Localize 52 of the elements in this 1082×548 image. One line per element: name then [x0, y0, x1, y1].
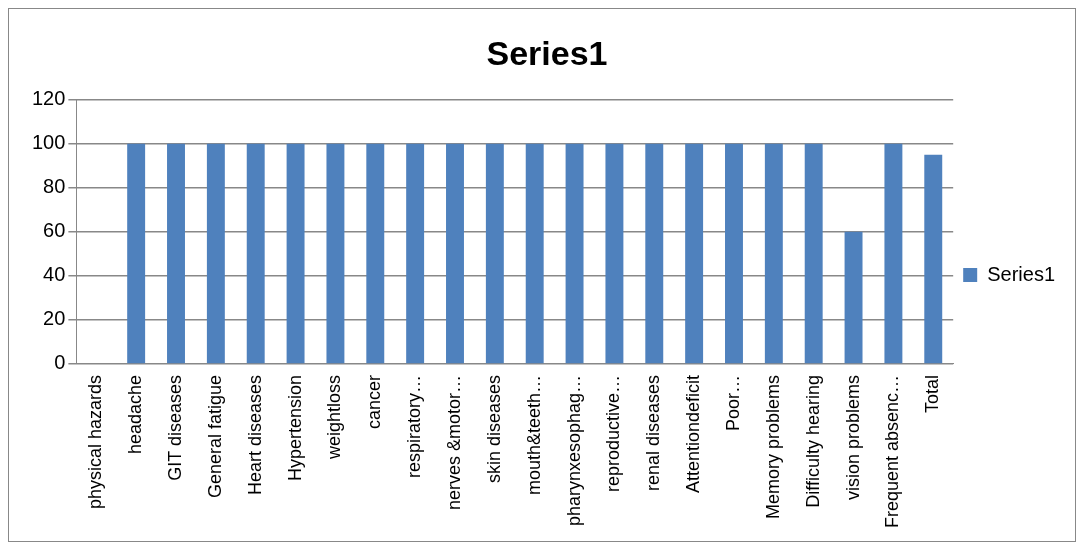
x-tick-label: vision problems	[842, 374, 863, 500]
bar	[605, 143, 624, 364]
x-tick-label: cancer	[364, 374, 385, 429]
bar	[286, 143, 305, 364]
y-tick-label: 0	[54, 351, 66, 374]
x-tick-label: nerves &motor…	[443, 374, 464, 510]
x-tick-label: reproductive…	[603, 374, 624, 492]
x-tick-label: Difficulty hearing	[802, 374, 823, 508]
bar	[485, 143, 504, 364]
y-tick-label: 60	[43, 219, 66, 242]
bar	[246, 143, 265, 364]
bar	[725, 143, 743, 364]
bar	[844, 231, 863, 364]
x-tick-label: weightloss	[324, 374, 345, 460]
bar	[366, 143, 385, 364]
bar	[884, 143, 903, 364]
x-tick-label: Total	[922, 374, 943, 413]
bar	[685, 143, 704, 364]
x-tick-label: General fatigue	[204, 374, 225, 499]
x-tick-label: Heart diseases	[244, 374, 265, 495]
bar	[565, 143, 584, 364]
x-tick-label: Frequent absenc…	[882, 374, 903, 529]
x-tick-label: skin diseases	[483, 374, 504, 483]
x-tick-label: GIT diseases	[164, 374, 185, 481]
legend-label: Series1	[987, 262, 1055, 285]
y-tick-label: 20	[43, 307, 66, 330]
x-tick-label: physical hazards	[85, 374, 106, 509]
bar	[127, 143, 146, 364]
x-tick-label: Hypertension	[284, 374, 305, 481]
bar	[804, 143, 823, 364]
bar	[206, 143, 225, 364]
y-tick-label: 100	[31, 131, 66, 154]
bar	[167, 143, 185, 364]
x-tick-label: pharynxesophag…	[563, 374, 584, 527]
x-tick-label: respiratory…	[404, 374, 425, 478]
bar	[645, 143, 664, 364]
bar	[764, 143, 783, 364]
y-tick-label: 120	[31, 87, 66, 110]
x-tick-label: headache	[125, 374, 146, 454]
chart-title: Series1	[486, 33, 608, 72]
x-tick-label: mouth&teeth…	[523, 374, 544, 495]
x-tick-label: Attentiondeficit	[683, 374, 704, 493]
bar	[326, 143, 345, 364]
bar	[446, 143, 464, 364]
bar	[525, 143, 544, 364]
x-tick-label: renal diseases	[643, 374, 664, 491]
y-tick-label: 80	[43, 175, 66, 198]
bar	[924, 154, 943, 364]
x-tick-label: Poor…	[722, 374, 743, 431]
bar	[406, 143, 425, 364]
x-tick-label: Memory problems	[762, 374, 783, 519]
y-tick-label: 40	[43, 263, 66, 286]
